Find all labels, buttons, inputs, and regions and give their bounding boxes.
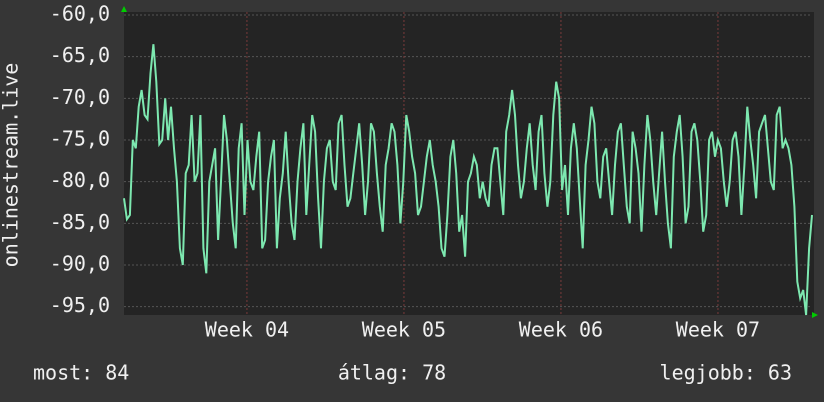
footer-best: legjobb: 63 [660,361,792,385]
y-tick-label: -95,0 [50,293,110,317]
y-tick-label: -70,0 [50,85,110,109]
y-tick-label: -65,0 [50,43,110,67]
footer-average: átlag: 78 [338,361,446,385]
footer-current: most: 84 [33,361,129,385]
y-axis-label: onlinestream.live [0,63,23,268]
x-arrow [812,312,818,318]
y-tick-label: -80,0 [50,168,110,192]
data-line [123,44,813,316]
y-tick-label: -75,0 [50,127,110,151]
y-tick-label: -60,0 [50,2,110,26]
y-tick-label: -85,0 [50,210,110,234]
x-tick-label: Week 07 [676,318,760,342]
y-arrow [121,6,127,12]
x-tick-label: Week 05 [362,318,446,342]
x-tick-label: Week 04 [205,318,289,342]
plot-area [124,12,814,315]
y-tick-label: -90,0 [50,252,110,276]
x-tick-label: Week 06 [519,318,603,342]
